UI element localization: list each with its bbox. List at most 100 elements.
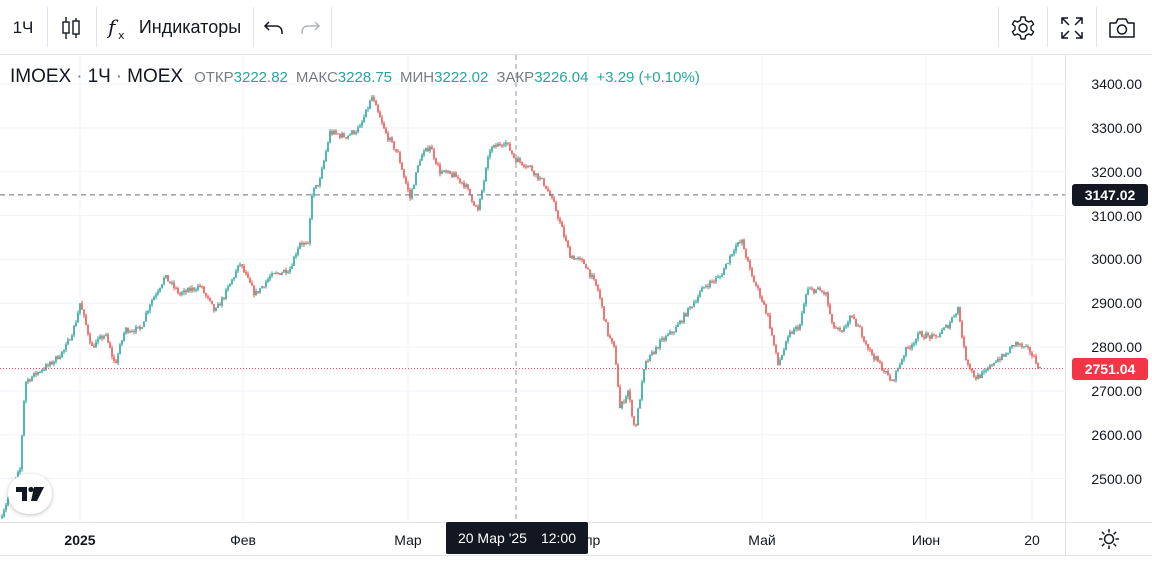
candle-body bbox=[113, 356, 115, 361]
candle-body bbox=[545, 185, 547, 189]
indicators-button[interactable]: f x Индикаторы bbox=[98, 0, 250, 55]
candle-body bbox=[849, 315, 851, 323]
axis-settings-button[interactable] bbox=[1065, 522, 1152, 555]
price-chart[interactable] bbox=[0, 55, 1065, 522]
price-axis-label: 3400.00 bbox=[1091, 76, 1142, 92]
candle-body bbox=[765, 304, 767, 314]
candle-body bbox=[515, 157, 517, 163]
candle-body bbox=[489, 151, 491, 158]
candle-body bbox=[645, 360, 647, 370]
price-axis-label: 3200.00 bbox=[1091, 163, 1142, 180]
redo-button[interactable] bbox=[294, 0, 326, 55]
candle-body bbox=[853, 316, 855, 319]
candle-body bbox=[629, 390, 631, 401]
candle-body bbox=[825, 292, 827, 295]
candle-body bbox=[221, 297, 223, 306]
legend-exchange: MOEX bbox=[127, 66, 184, 87]
candle-body bbox=[397, 151, 399, 153]
candle-body bbox=[69, 339, 71, 341]
chart-type-button[interactable] bbox=[48, 0, 94, 55]
vertical-gridlines bbox=[79, 55, 1033, 522]
candle-body bbox=[491, 147, 493, 152]
undo-button[interactable] bbox=[258, 0, 290, 55]
fullscreen-button[interactable] bbox=[1050, 0, 1094, 55]
candle-body bbox=[959, 307, 961, 322]
candle-body bbox=[805, 294, 807, 305]
candle-body bbox=[295, 254, 297, 257]
candle-body bbox=[775, 344, 777, 353]
candle-body bbox=[335, 130, 337, 134]
candle-body bbox=[285, 269, 287, 273]
candle-body bbox=[109, 342, 111, 348]
candle-body bbox=[73, 326, 75, 336]
candle-body bbox=[433, 149, 435, 159]
chart-pane[interactable] bbox=[0, 55, 1065, 522]
candle-body bbox=[259, 288, 261, 293]
interval-button[interactable]: 1Ч bbox=[0, 0, 46, 55]
candle-body bbox=[799, 324, 801, 330]
legend-separator: · bbox=[115, 66, 123, 87]
candle-body bbox=[691, 306, 693, 308]
candle-body bbox=[563, 227, 565, 237]
candle-body bbox=[915, 339, 917, 344]
toolbar-divider bbox=[998, 7, 999, 47]
candle-body bbox=[291, 265, 293, 269]
price-axis-label: 2800.00 bbox=[1091, 339, 1142, 356]
candle-body bbox=[337, 133, 339, 135]
candle-body bbox=[413, 184, 415, 190]
candle-body bbox=[819, 287, 821, 291]
candle-body bbox=[905, 347, 907, 356]
candle-body bbox=[1019, 343, 1021, 345]
price-axis[interactable]: 3400.00 3300.00 3200.00 3100.00 3000.00 2900.… bbox=[1065, 55, 1152, 522]
candle-body bbox=[5, 504, 7, 511]
candle-body bbox=[909, 347, 911, 349]
candle-body bbox=[249, 277, 251, 283]
candle-body bbox=[975, 376, 977, 380]
interval-label: 1Ч bbox=[12, 17, 34, 37]
legend-high-value: 3228.75 bbox=[337, 69, 393, 86]
candle-body bbox=[577, 258, 579, 260]
candle-body bbox=[855, 318, 857, 327]
candle-body bbox=[143, 321, 145, 328]
legend-symbol[interactable]: IMOEX bbox=[10, 66, 72, 87]
candle-body bbox=[683, 313, 685, 323]
candle-body bbox=[477, 206, 479, 210]
toolbar-divider bbox=[47, 7, 48, 47]
candle-body bbox=[903, 355, 905, 360]
candle-body bbox=[1023, 346, 1025, 348]
candle-body bbox=[231, 279, 233, 284]
candle-body bbox=[261, 286, 263, 289]
tradingview-logo[interactable] bbox=[8, 474, 52, 514]
legend-open-value: 3222.82 bbox=[233, 69, 288, 86]
candle-body bbox=[969, 364, 971, 369]
candle-body bbox=[967, 360, 969, 365]
candle-body bbox=[125, 327, 127, 333]
settings-button[interactable] bbox=[1001, 0, 1045, 55]
candle-body bbox=[287, 271, 289, 273]
candle-body bbox=[393, 141, 395, 150]
candle-body bbox=[419, 160, 421, 166]
candle-body bbox=[619, 386, 621, 409]
candle-body bbox=[521, 161, 523, 165]
candle-body bbox=[165, 275, 167, 278]
candle-body bbox=[1039, 367, 1041, 369]
candle-body bbox=[453, 172, 455, 178]
candle-body bbox=[755, 282, 757, 286]
snapshot-button[interactable] bbox=[1100, 0, 1144, 55]
candle-body bbox=[163, 277, 165, 285]
candle-body bbox=[181, 292, 183, 295]
candle-body bbox=[495, 145, 497, 147]
candle-body bbox=[641, 381, 643, 400]
candle-body bbox=[49, 361, 51, 366]
candle-body bbox=[269, 276, 271, 280]
candle-body bbox=[999, 359, 1001, 361]
candle-body bbox=[503, 144, 505, 146]
candle-body bbox=[891, 379, 893, 381]
candle-body bbox=[75, 322, 77, 327]
bottom-strip bbox=[0, 555, 1152, 562]
candle-body bbox=[673, 332, 675, 334]
candle-body bbox=[561, 221, 563, 228]
candle-body bbox=[701, 287, 703, 292]
candle-body bbox=[531, 166, 533, 171]
candle-body bbox=[415, 172, 417, 185]
